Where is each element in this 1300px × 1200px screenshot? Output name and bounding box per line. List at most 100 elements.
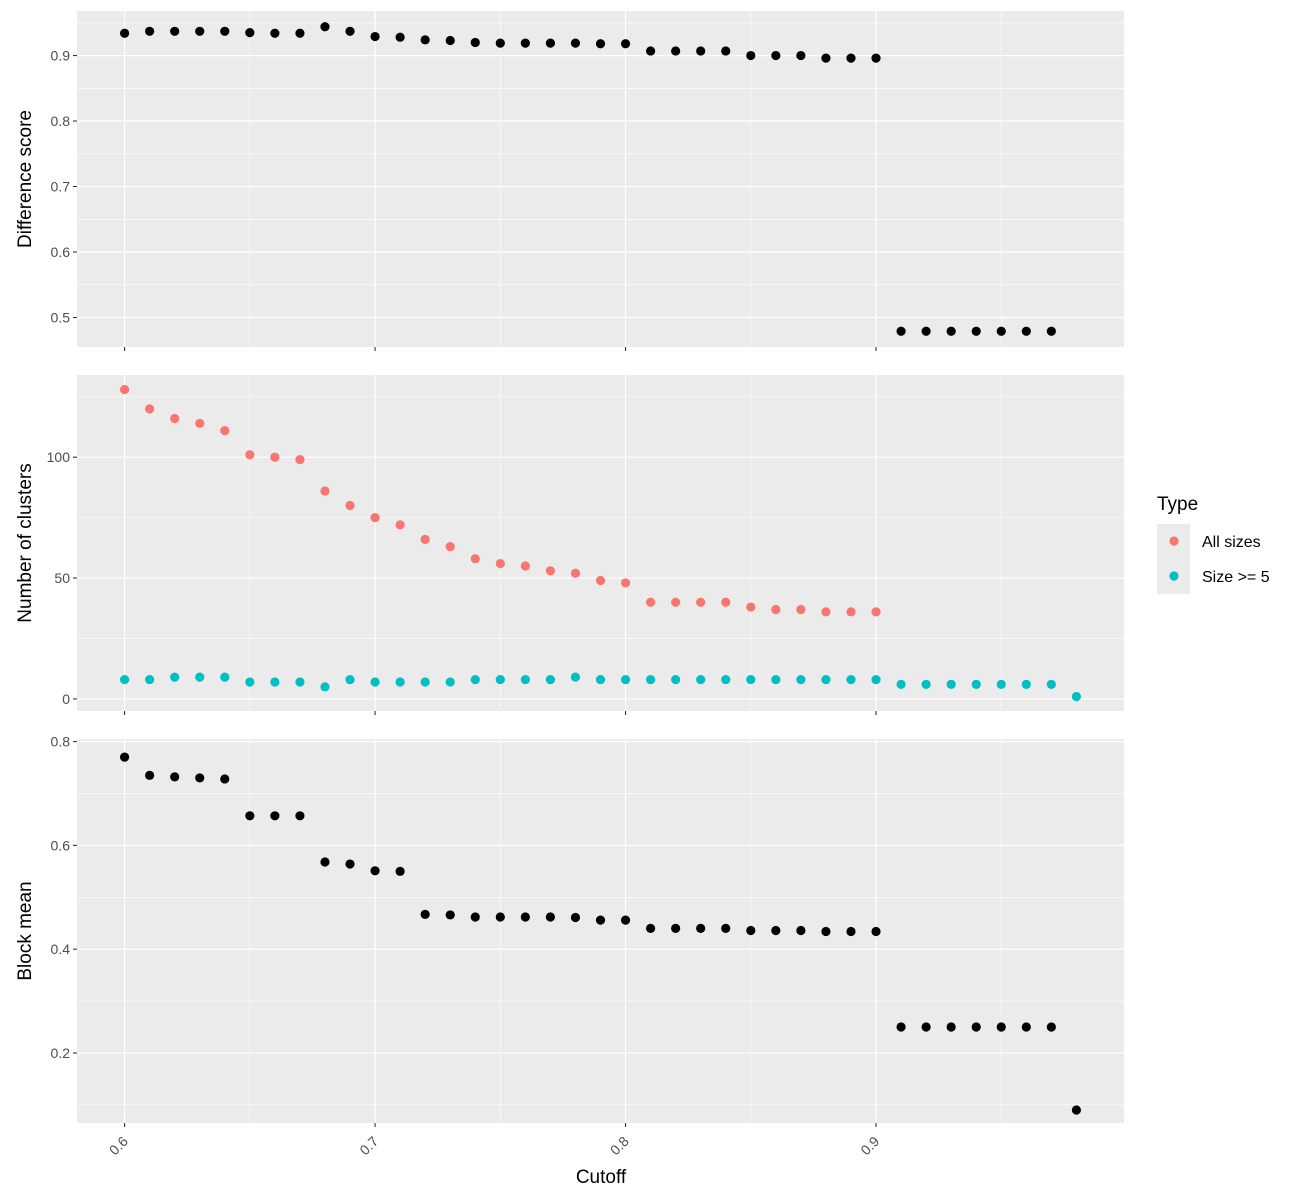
data-point	[821, 674, 831, 685]
data-point	[620, 915, 631, 925]
data-point	[796, 50, 806, 61]
data-point	[395, 866, 405, 876]
y-tick-label: 0.5	[51, 310, 71, 326]
x-tick-label: 0.7	[356, 1133, 381, 1158]
legend-label-size-5: Size >= 5	[1202, 569, 1270, 586]
data-point	[1021, 326, 1031, 336]
data-point	[170, 26, 180, 36]
data-point	[345, 500, 355, 511]
data-point	[270, 28, 280, 38]
panel-1: 0.5 0.6 0.7 0.8 0.9 Difference score	[15, 11, 1124, 351]
data-point	[971, 679, 981, 690]
data-point	[445, 910, 455, 920]
y-tick-label: 0.6	[51, 837, 71, 853]
data-point	[320, 22, 330, 32]
y-tick-label: 0.8	[51, 113, 71, 129]
data-point	[345, 674, 355, 685]
data-point	[570, 672, 581, 682]
data-point	[470, 912, 480, 922]
data-point	[170, 413, 180, 424]
data-point	[821, 607, 831, 617]
data-point	[996, 679, 1006, 690]
data-point	[445, 542, 455, 552]
y-tick-label: 50	[54, 570, 70, 586]
legend-key-background	[1157, 524, 1190, 594]
data-point	[721, 674, 731, 685]
data-point	[420, 677, 430, 687]
data-point	[771, 925, 781, 936]
data-point	[846, 53, 856, 63]
data-point	[846, 926, 856, 937]
data-point	[295, 28, 305, 38]
data-point	[846, 607, 856, 617]
data-point	[1071, 691, 1082, 702]
data-point	[245, 811, 255, 821]
panel-background	[77, 739, 1124, 1123]
data-point	[145, 674, 155, 685]
data-point	[420, 534, 430, 544]
data-point	[645, 674, 656, 685]
data-point	[620, 578, 631, 588]
data-point	[470, 37, 480, 48]
y-axis-title: Number of clusters	[15, 463, 36, 622]
data-point	[921, 1022, 931, 1032]
data-point	[645, 46, 656, 56]
data-point	[495, 912, 505, 922]
data-point	[721, 597, 731, 607]
panel-3: 0.2 0.4 0.6 0.8 Block mean	[15, 734, 1124, 1127]
data-point	[495, 674, 505, 685]
legend-title: Type	[1157, 494, 1198, 515]
data-point	[270, 811, 280, 821]
data-point	[896, 1022, 906, 1032]
x-axis: 0.6 0.7 0.8 0.9	[106, 1133, 883, 1158]
data-point	[871, 926, 881, 937]
data-point	[996, 326, 1006, 336]
data-point	[746, 602, 756, 612]
data-point	[220, 26, 230, 36]
data-point	[570, 568, 581, 578]
data-point	[645, 923, 656, 934]
data-point	[395, 520, 405, 530]
data-point	[370, 513, 380, 523]
data-point	[445, 35, 455, 46]
data-point	[170, 772, 180, 782]
data-point	[170, 672, 180, 682]
data-point	[245, 28, 255, 38]
y-tick-label: 0	[62, 691, 70, 707]
data-point	[971, 326, 981, 336]
data-point	[946, 326, 956, 336]
data-point	[595, 915, 606, 925]
data-point	[195, 26, 205, 36]
data-point	[846, 674, 856, 685]
data-point	[345, 26, 355, 36]
data-point	[245, 677, 255, 687]
data-point	[520, 912, 530, 922]
data-point	[771, 50, 781, 61]
y-tick-label: 0.7	[51, 179, 71, 195]
data-point	[545, 566, 556, 576]
data-point	[345, 859, 355, 869]
data-point	[821, 926, 831, 937]
data-point	[645, 597, 656, 607]
data-point	[696, 46, 706, 56]
y-tick-label: 100	[47, 449, 71, 465]
data-point	[595, 575, 606, 586]
panel-background	[77, 11, 1124, 347]
data-point	[896, 679, 906, 690]
data-point	[119, 752, 130, 762]
data-point	[696, 674, 706, 685]
data-point	[320, 486, 330, 496]
data-point	[746, 50, 756, 61]
data-point	[370, 31, 380, 42]
data-point	[921, 326, 931, 336]
data-point	[545, 674, 556, 685]
data-point	[320, 682, 330, 692]
data-point	[796, 604, 806, 615]
data-point	[545, 912, 556, 922]
data-point	[620, 39, 631, 49]
data-point	[595, 39, 606, 49]
data-point	[896, 326, 906, 336]
data-point	[220, 774, 230, 784]
data-point	[1046, 679, 1056, 690]
